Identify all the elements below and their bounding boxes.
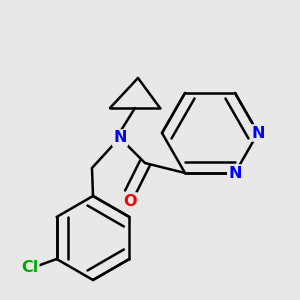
Text: N: N [228, 166, 242, 181]
Text: N: N [113, 130, 127, 146]
Text: O: O [123, 194, 137, 208]
Text: Cl: Cl [21, 260, 38, 274]
Text: N: N [251, 125, 265, 140]
